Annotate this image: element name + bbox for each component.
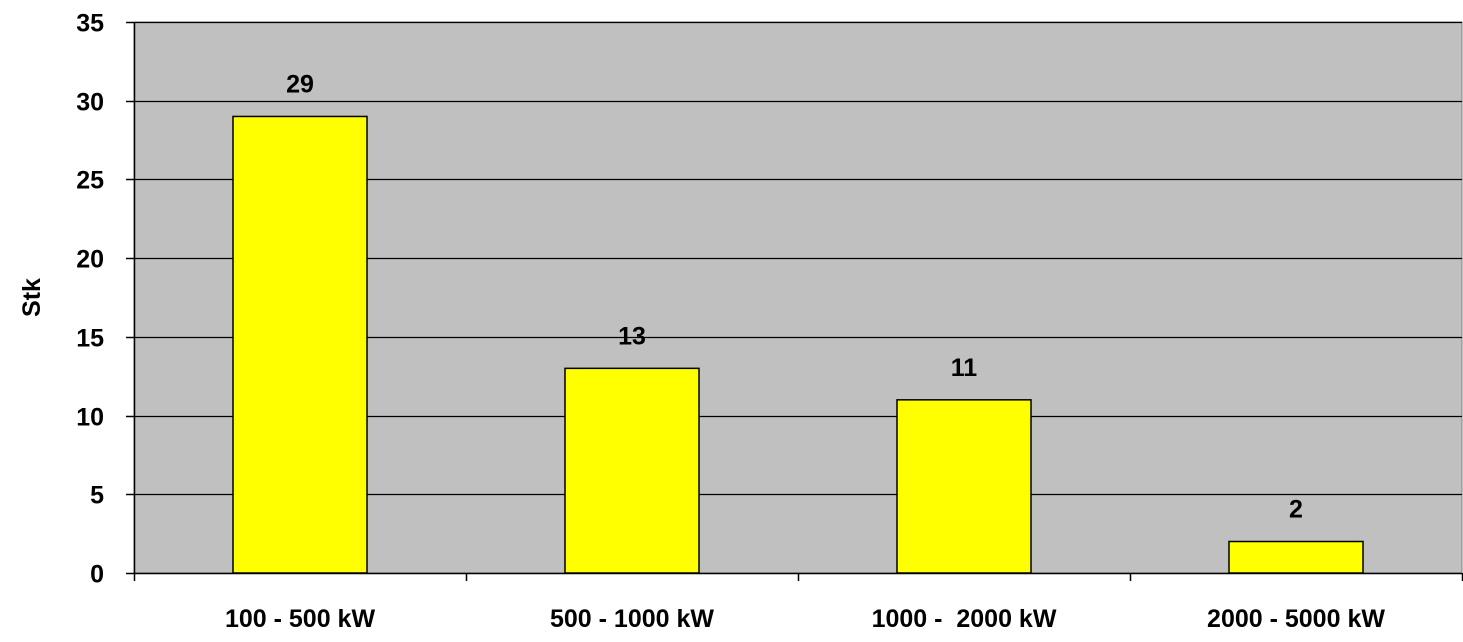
y-tick-label: 0 (90, 561, 104, 589)
y-axis-title: Stk (18, 278, 46, 317)
x-category-label: 2000 - 5000 kW (1207, 605, 1385, 633)
y-tick-label: 35 (76, 10, 104, 38)
y-tick-label: 30 (76, 89, 104, 117)
bar (896, 399, 1032, 574)
bars (232, 115, 1364, 574)
data-label: 11 (951, 354, 978, 382)
y-tick-label: 10 (76, 404, 104, 432)
y-tick-label: 5 (90, 482, 104, 510)
x-category-label: 1000 - 2000 kW (872, 605, 1057, 633)
data-label: 13 (618, 322, 646, 350)
bar (564, 367, 700, 574)
bar (1228, 540, 1364, 574)
data-label: 2 (1289, 496, 1303, 524)
x-category-label: 500 - 1000 kW (550, 605, 714, 633)
y-tick-label: 20 (76, 246, 104, 274)
y-tick-labels: 0 5 10 15 20 25 30 35 (76, 10, 134, 589)
data-labels: 29 13 11 2 (286, 70, 1303, 523)
data-label: 29 (286, 70, 314, 98)
bar (232, 115, 368, 574)
x-category-labels: 100 - 500 kW 500 - 1000 kW 1000 - 2000 kW 2… (133, 573, 1463, 633)
y-tick-label: 25 (76, 167, 104, 195)
x-category-label: 100 - 500 kW (225, 605, 375, 633)
y-tick-label: 15 (76, 325, 104, 353)
